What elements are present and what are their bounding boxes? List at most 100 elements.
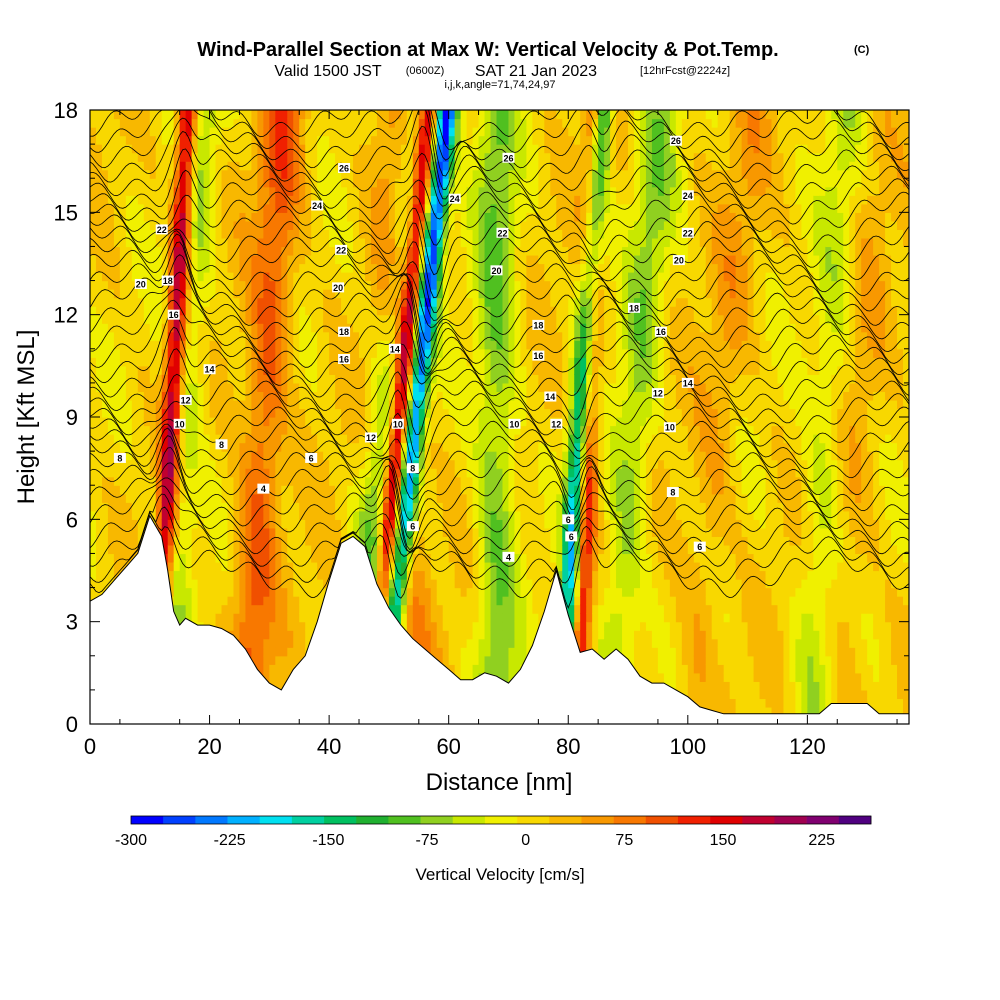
velocity-cell (311, 374, 318, 384)
velocity-cell (233, 220, 241, 230)
velocity-cell (430, 553, 438, 563)
velocity-cell (191, 357, 199, 367)
velocity-cell (370, 510, 378, 520)
velocity-cell (221, 510, 229, 520)
velocity-cell (424, 638, 432, 648)
velocity-cell (263, 340, 270, 350)
velocity-cell (90, 485, 97, 495)
velocity-cell (203, 579, 211, 589)
velocity-cell (281, 169, 288, 179)
velocity-cell (323, 272, 330, 282)
velocity-cell (472, 434, 480, 444)
velocity-cell (197, 365, 205, 375)
velocity-cell (311, 297, 318, 307)
velocity-cell (179, 144, 187, 154)
velocity-cell (245, 254, 253, 265)
velocity-cell (215, 212, 223, 222)
velocity-cell (281, 280, 288, 290)
velocity-cell (484, 263, 492, 273)
velocity-cell (430, 459, 438, 469)
velocity-cell (107, 229, 115, 239)
velocity-cell (305, 229, 312, 239)
velocity-cell (305, 127, 312, 137)
velocity-cell (424, 348, 432, 358)
velocity-cell (287, 425, 294, 435)
velocity-cell (400, 144, 408, 154)
velocity-cell (478, 220, 486, 230)
velocity-cell (101, 365, 109, 375)
velocity-cell (269, 630, 276, 640)
velocity-cell (317, 118, 324, 128)
velocity-cell (233, 314, 241, 324)
velocity-cell (143, 348, 151, 358)
velocity-cell (161, 135, 169, 145)
velocity-cell (131, 510, 139, 520)
velocity-cell (119, 340, 127, 350)
velocity-cell (203, 127, 211, 137)
velocity-cell (472, 340, 480, 350)
velocity-cell (329, 323, 336, 333)
velocity-cell (484, 561, 492, 572)
velocity-cell (245, 459, 253, 469)
velocity-cell (448, 391, 456, 401)
velocity-cell (233, 382, 241, 393)
velocity-cell (311, 570, 318, 580)
velocity-cell (454, 289, 462, 299)
velocity-cell (472, 647, 480, 657)
velocity-cell (263, 297, 270, 307)
velocity-cell (119, 331, 127, 341)
velocity-cell (400, 408, 408, 418)
velocity-cell (460, 425, 468, 435)
velocity-cell (113, 527, 121, 537)
velocity-cell (466, 306, 474, 316)
velocity-cell (95, 553, 103, 563)
velocity-cell (484, 246, 492, 256)
velocity-cell (311, 314, 318, 324)
velocity-cell (95, 510, 103, 520)
velocity-cell (388, 212, 396, 222)
velocity-cell (364, 417, 372, 427)
velocity-cell (149, 459, 157, 469)
velocity-cell (137, 417, 145, 427)
velocity-cell (359, 297, 366, 307)
velocity-cell (484, 161, 492, 171)
velocity-cell (454, 374, 462, 384)
velocity-cell (376, 306, 384, 316)
velocity-cell (430, 323, 438, 333)
velocity-cell (293, 417, 300, 427)
velocity-cell (179, 468, 187, 478)
velocity-cell (293, 510, 300, 520)
velocity-cell (203, 570, 211, 580)
velocity-cell (149, 254, 157, 265)
velocity-cell (490, 621, 498, 631)
velocity-cell (113, 169, 121, 179)
velocity-cell (382, 417, 390, 427)
velocity-cell (376, 178, 384, 188)
velocity-cell (281, 536, 288, 546)
velocity-cell (293, 144, 300, 154)
velocity-cell (90, 587, 97, 597)
velocity-cell (484, 178, 492, 188)
velocity-cell (185, 152, 193, 162)
velocity-cell (269, 442, 276, 452)
velocity-cell (317, 570, 324, 580)
velocity-cell (329, 229, 336, 239)
velocity-cell (353, 161, 360, 171)
velocity-cell (341, 468, 348, 478)
velocity-cell (191, 485, 199, 495)
velocity-cell (436, 203, 444, 213)
velocity-cell (376, 169, 384, 179)
velocity-cell (335, 510, 342, 520)
velocity-cell (442, 553, 450, 563)
velocity-cell (263, 212, 270, 222)
velocity-cell (209, 280, 217, 290)
velocity-cell (323, 519, 330, 529)
velocity-cell (335, 519, 342, 529)
velocity-cell (257, 348, 264, 358)
velocity-cell (454, 451, 462, 461)
velocity-cell (215, 246, 223, 256)
velocity-cell (460, 544, 468, 555)
velocity-cell (382, 144, 390, 154)
velocity-cell (329, 459, 336, 469)
velocity-cell (364, 135, 372, 145)
